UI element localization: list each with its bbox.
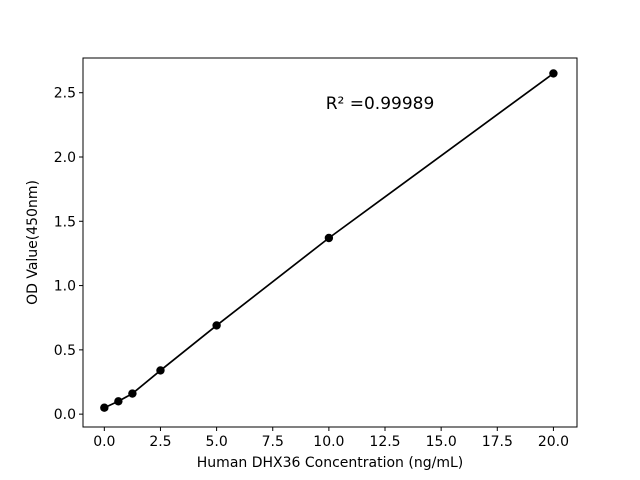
data-point	[128, 389, 137, 398]
x-tick-label: 7.5	[262, 434, 284, 450]
y-tick-label: 1.0	[54, 279, 76, 295]
data-point	[549, 69, 558, 78]
y-tick-label: 2.0	[54, 150, 76, 166]
data-point	[212, 321, 221, 330]
y-axis-ticks: 0.0 0.5 1.0 1.5 2.0 2.5	[54, 86, 83, 423]
data-point	[324, 233, 334, 243]
x-tick-label: 5.0	[205, 434, 227, 450]
y-tick-label: 0.0	[54, 407, 76, 423]
data-point	[100, 403, 109, 412]
x-tick-label: 12.5	[369, 434, 400, 450]
data-point	[114, 397, 123, 406]
x-axis-label: Human DHX36 Concentration (ng/mL)	[197, 455, 463, 471]
x-axis-ticks: 0.0 2.5 5.0 7.5 10.0 12.5 15.0 17.5 20.0	[93, 427, 569, 450]
x-tick-label: 15.0	[426, 434, 457, 450]
y-tick-label: 1.5	[54, 214, 76, 230]
x-tick-label: 20.0	[538, 434, 569, 450]
r-squared-annotation: R² =0.99989	[326, 94, 435, 114]
x-tick-label: 10.0	[313, 434, 344, 450]
y-tick-label: 2.5	[54, 86, 76, 102]
data-series	[100, 69, 558, 412]
x-tick-label: 0.0	[93, 434, 115, 450]
x-tick-label: 17.5	[482, 434, 513, 450]
y-tick-label: 0.5	[54, 343, 76, 359]
x-tick-label: 2.5	[149, 434, 171, 450]
data-point	[156, 366, 165, 375]
y-axis-label: OD Value(450nm)	[25, 180, 41, 305]
